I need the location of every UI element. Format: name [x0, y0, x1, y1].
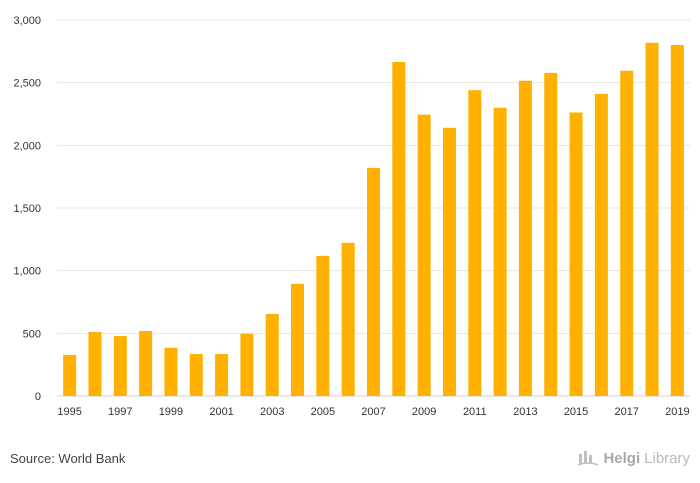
x-tick-label: 2005 — [311, 406, 335, 418]
x-tick-label: 2001 — [209, 406, 233, 418]
bar-2017 — [620, 70, 634, 396]
bar-2014 — [544, 72, 558, 397]
x-tick-label: 2013 — [513, 406, 537, 418]
y-tick-label: 3,000 — [13, 15, 41, 27]
x-tick-label: 2015 — [564, 406, 588, 418]
y-tick-label: 2,500 — [13, 78, 41, 90]
brand-name: Helgi — [603, 449, 641, 467]
y-tick-label: 2,000 — [13, 140, 41, 152]
x-axis-ticks: 1995 1997 1999 2001 2003 2005 2007 2009 2011 2013… — [57, 406, 689, 418]
source-note: Source: World Bank — [10, 451, 126, 466]
x-tick-label: 1995 — [57, 406, 81, 418]
x-tick-label: 2019 — [665, 406, 689, 418]
bars — [63, 42, 684, 397]
bar-2019 — [670, 45, 684, 397]
y-tick-label: 500 — [23, 328, 41, 340]
x-tick-label: 1999 — [159, 406, 183, 418]
x-tick-label: 2003 — [260, 406, 284, 418]
bar-2006 — [341, 242, 355, 396]
y-tick-label: 1,500 — [13, 203, 41, 215]
bar-2011 — [468, 90, 482, 396]
bar-2012 — [493, 107, 507, 396]
brand-logo: Helgi Library — [577, 449, 690, 467]
bar-1999 — [164, 347, 178, 396]
bar-1996 — [88, 332, 102, 396]
y-axis-ticks: 0 500 1,000 1,500 2,000 2,500 3,000 — [13, 15, 41, 403]
bar-1997 — [113, 336, 127, 396]
x-tick-label: 2017 — [614, 406, 638, 418]
bar-2015 — [569, 112, 583, 396]
bar-2009 — [417, 114, 431, 397]
bar-2018 — [645, 42, 659, 396]
bar-2003 — [265, 313, 279, 396]
bar-2010 — [442, 127, 456, 396]
bar-2000 — [189, 354, 203, 396]
bar-2008 — [392, 61, 406, 397]
x-tick-label: 2007 — [361, 406, 385, 418]
bar-1995 — [63, 354, 77, 396]
y-tick-label: 1,000 — [13, 266, 41, 278]
bar-2004 — [291, 283, 305, 396]
bar-2007 — [367, 167, 380, 396]
x-tick-label: 2009 — [412, 406, 436, 418]
bar-2016 — [594, 93, 608, 397]
x-tick-label: 2011 — [463, 406, 487, 418]
bar-1998 — [139, 331, 153, 396]
brand-suffix: Library — [644, 449, 690, 467]
bar-2013 — [518, 80, 532, 396]
y-tick-label: 0 — [35, 391, 41, 403]
helgi-library-logo-icon — [578, 451, 599, 466]
x-tick-label: 1997 — [108, 406, 132, 418]
bar-2005 — [316, 255, 330, 396]
bar-2001 — [215, 354, 229, 396]
bar-2002 — [240, 333, 254, 396]
